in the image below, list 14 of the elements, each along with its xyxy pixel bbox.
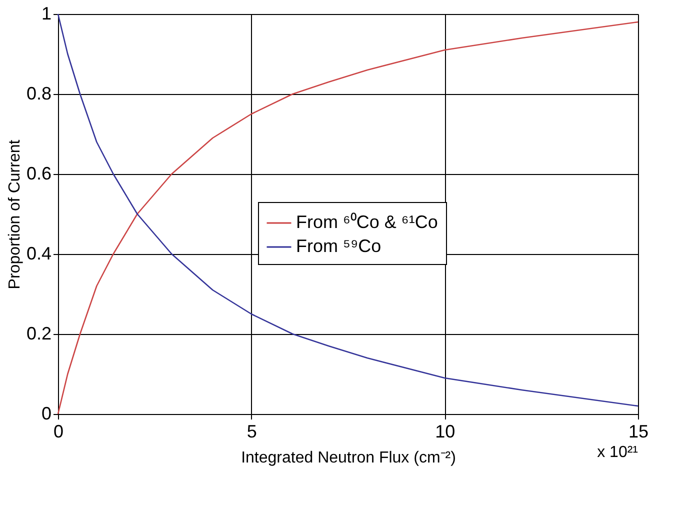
x-tick-label: 10 <box>435 422 456 442</box>
y-tick-label: 0.4 <box>26 244 52 264</box>
y-tick-label: 0 <box>41 404 52 424</box>
y-tick-label: 0.2 <box>26 324 52 344</box>
legend-label: From ⁶⁰Co & ⁶¹Co <box>296 212 438 232</box>
y-axis-title: Proportion of Current <box>6 139 24 290</box>
text: x 10²¹ <box>597 444 638 461</box>
y-tick-label: 0.6 <box>26 164 52 184</box>
x-axis-title: Integrated Neutron Flux (cm⁻²) <box>241 450 456 466</box>
y-tick-label: 1 <box>41 4 52 24</box>
x-tick-label: 5 <box>246 422 257 442</box>
y-tick-label: 0.8 <box>26 84 52 104</box>
legend-label: From ⁵⁹Co <box>296 236 382 256</box>
x-tick-label: 15 <box>628 422 649 442</box>
